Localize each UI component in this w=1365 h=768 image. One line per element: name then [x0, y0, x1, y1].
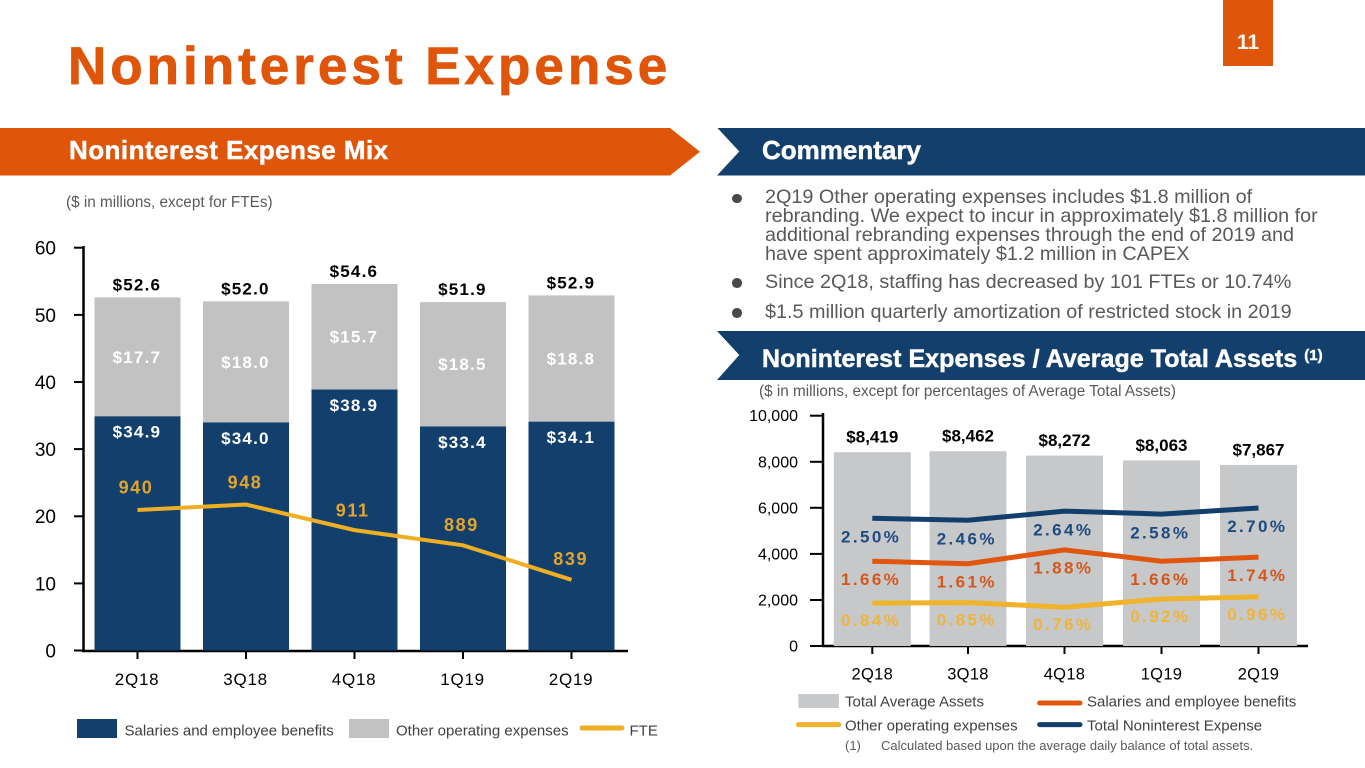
svg-text:2.64%: 2.64% — [1033, 520, 1093, 539]
svg-text:4,000: 4,000 — [758, 546, 798, 563]
svg-text:FTE: FTE — [630, 723, 658, 740]
svg-text:$8,462: $8,462 — [942, 427, 994, 446]
svg-text:$17.7: $17.7 — [113, 348, 162, 367]
svg-text:3Q18: 3Q18 — [947, 666, 989, 684]
svg-text:889: 889 — [444, 515, 479, 535]
svg-text:0.84%: 0.84% — [841, 611, 901, 630]
svg-text:Total Noninterest Expense: Total Noninterest Expense — [1087, 718, 1262, 735]
svg-text:1.66%: 1.66% — [1130, 570, 1190, 589]
svg-text:1.66%: 1.66% — [841, 570, 901, 589]
svg-text:0.92%: 0.92% — [1130, 607, 1190, 626]
svg-text:1.61%: 1.61% — [937, 572, 997, 591]
svg-text:8,000: 8,000 — [758, 454, 798, 471]
svg-text:$8,419: $8,419 — [846, 428, 898, 447]
svg-text:1Q19: 1Q19 — [1141, 666, 1183, 684]
svg-text:Other operating expenses: Other operating expenses — [845, 718, 1018, 735]
svg-text:2.58%: 2.58% — [1130, 523, 1190, 542]
svg-text:2.70%: 2.70% — [1227, 517, 1287, 536]
svg-text:1Q19: 1Q19 — [440, 670, 485, 689]
svg-text:4Q18: 4Q18 — [1044, 666, 1086, 684]
svg-text:0.96%: 0.96% — [1227, 605, 1287, 624]
svg-text:$34.0: $34.0 — [221, 429, 270, 448]
svg-text:948: 948 — [228, 473, 263, 493]
svg-text:$34.1: $34.1 — [547, 428, 596, 447]
svg-text:0.76%: 0.76% — [1033, 615, 1093, 634]
svg-text:3Q18: 3Q18 — [223, 670, 268, 689]
svg-text:$52.6: $52.6 — [113, 275, 162, 294]
svg-text:(1): (1) — [845, 738, 861, 753]
svg-text:2.46%: 2.46% — [937, 530, 997, 549]
svg-text:40: 40 — [35, 373, 56, 394]
svg-text:10: 10 — [35, 574, 56, 595]
svg-text:$8,272: $8,272 — [1039, 431, 1091, 450]
svg-text:$38.9: $38.9 — [330, 396, 379, 415]
svg-text:0: 0 — [789, 639, 798, 656]
svg-text:$54.6: $54.6 — [330, 262, 379, 281]
svg-text:$52.9: $52.9 — [547, 273, 596, 292]
svg-text:$7,867: $7,867 — [1233, 440, 1285, 459]
svg-text:$15.7: $15.7 — [330, 328, 379, 347]
svg-text:20: 20 — [35, 507, 56, 528]
svg-text:6,000: 6,000 — [758, 500, 798, 517]
svg-text:$52.0: $52.0 — [221, 279, 270, 298]
svg-text:10,000: 10,000 — [749, 408, 798, 425]
svg-text:4Q18: 4Q18 — [332, 670, 377, 689]
svg-text:0.85%: 0.85% — [937, 611, 997, 630]
svg-text:$18.5: $18.5 — [438, 355, 487, 374]
svg-text:839: 839 — [553, 549, 588, 569]
svg-text:30: 30 — [35, 440, 56, 461]
svg-text:$33.4: $33.4 — [438, 433, 487, 452]
svg-text:Total Average Assets: Total Average Assets — [845, 694, 984, 711]
svg-text:0: 0 — [45, 641, 56, 662]
svg-text:2,000: 2,000 — [758, 593, 798, 610]
svg-text:Salaries and employee benefits: Salaries and employee benefits — [1087, 694, 1296, 711]
svg-text:$8,063: $8,063 — [1136, 436, 1188, 455]
svg-text:1.88%: 1.88% — [1033, 559, 1093, 578]
svg-text:1.74%: 1.74% — [1227, 566, 1287, 585]
svg-text:2Q19: 2Q19 — [549, 670, 594, 689]
svg-text:$18.0: $18.0 — [221, 353, 270, 372]
svg-text:2.50%: 2.50% — [841, 527, 901, 546]
svg-text:2Q18: 2Q18 — [852, 666, 894, 684]
svg-text:2Q19: 2Q19 — [1238, 666, 1280, 684]
svg-text:Calculated based upon the aver: Calculated based upon the average daily … — [881, 738, 1253, 753]
svg-text:$51.9: $51.9 — [438, 280, 487, 299]
svg-text:Other operating expenses: Other operating expenses — [396, 723, 569, 740]
svg-text:50: 50 — [35, 306, 56, 327]
svg-text:2Q18: 2Q18 — [115, 670, 160, 689]
svg-text:60: 60 — [35, 239, 56, 260]
svg-text:Salaries and employee benefits: Salaries and employee benefits — [125, 723, 334, 740]
svg-text:911: 911 — [336, 500, 370, 520]
svg-text:$34.9: $34.9 — [113, 423, 162, 442]
svg-text:$18.8: $18.8 — [547, 350, 596, 369]
svg-text:940: 940 — [119, 478, 154, 498]
